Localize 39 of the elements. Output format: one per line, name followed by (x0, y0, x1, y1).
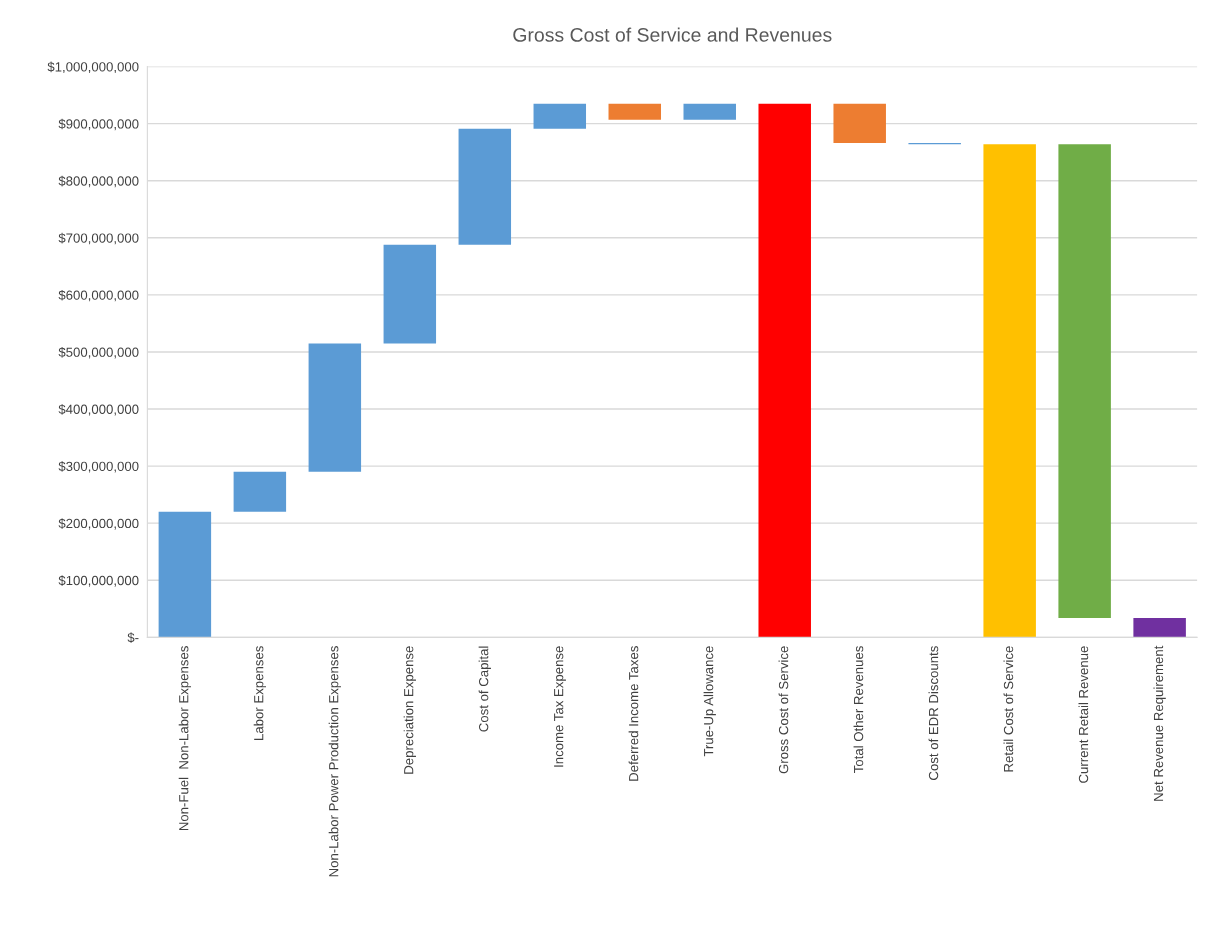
x-tick-label: Current Retail Revenue (1078, 646, 1089, 783)
bar (683, 103, 736, 120)
bar (1133, 617, 1186, 638)
y-tick-label: $200,000,000 (58, 518, 139, 530)
x-tick-label: Retail Cost of Service (1003, 646, 1014, 772)
x-tick-label: Deferred Income Taxes (628, 646, 639, 781)
y-tick-label: $400,000,000 (58, 404, 139, 416)
y-tick-label: $500,000,000 (58, 346, 139, 359)
x-tick-label: Non-Labor Power Production Expenses (328, 646, 341, 877)
y-tick-label: $900,000,000 (58, 118, 139, 131)
x-tick-label: Income Tax Expense (554, 646, 566, 767)
x-tick-label: Total Other Revenues (853, 646, 864, 773)
x-tick-label: Cost of EDR Discounts (928, 646, 939, 780)
y-tick-label: $600,000,000 (58, 289, 139, 302)
bar (833, 103, 886, 144)
bar (983, 144, 1036, 638)
x-tick-label: True-Up Allowance (703, 646, 716, 757)
y-tick-label: $800,000,000 (58, 175, 139, 188)
y-tick-label: $- (127, 632, 139, 644)
chart-title: Gross Cost of Service and Revenues (513, 27, 832, 42)
bar (458, 128, 512, 245)
bar (1058, 144, 1111, 618)
bar (533, 103, 587, 129)
y-tick-label: $1,000,000,000 (47, 61, 139, 74)
x-tick-label: Labor Expenses (253, 646, 266, 740)
x-tick-label: Depreciation Expense (403, 646, 416, 774)
x-tick-label: Non-Fuel Non-Labor Expenses (178, 646, 192, 831)
bar (308, 343, 362, 472)
bar (758, 103, 811, 638)
bar (383, 244, 437, 344)
y-tick-label: $100,000,000 (58, 575, 139, 587)
x-tick-label: Gross Cost of Service (778, 646, 789, 774)
y-tick-label: $300,000,000 (58, 461, 139, 473)
x-tick-label: Net Revenue Requirement (1153, 645, 1166, 801)
bar (608, 103, 661, 120)
y-tick-label: $700,000,000 (58, 232, 139, 245)
bar (233, 471, 287, 512)
x-tick-label: Cost of Capital (478, 646, 491, 732)
bar (158, 511, 212, 638)
